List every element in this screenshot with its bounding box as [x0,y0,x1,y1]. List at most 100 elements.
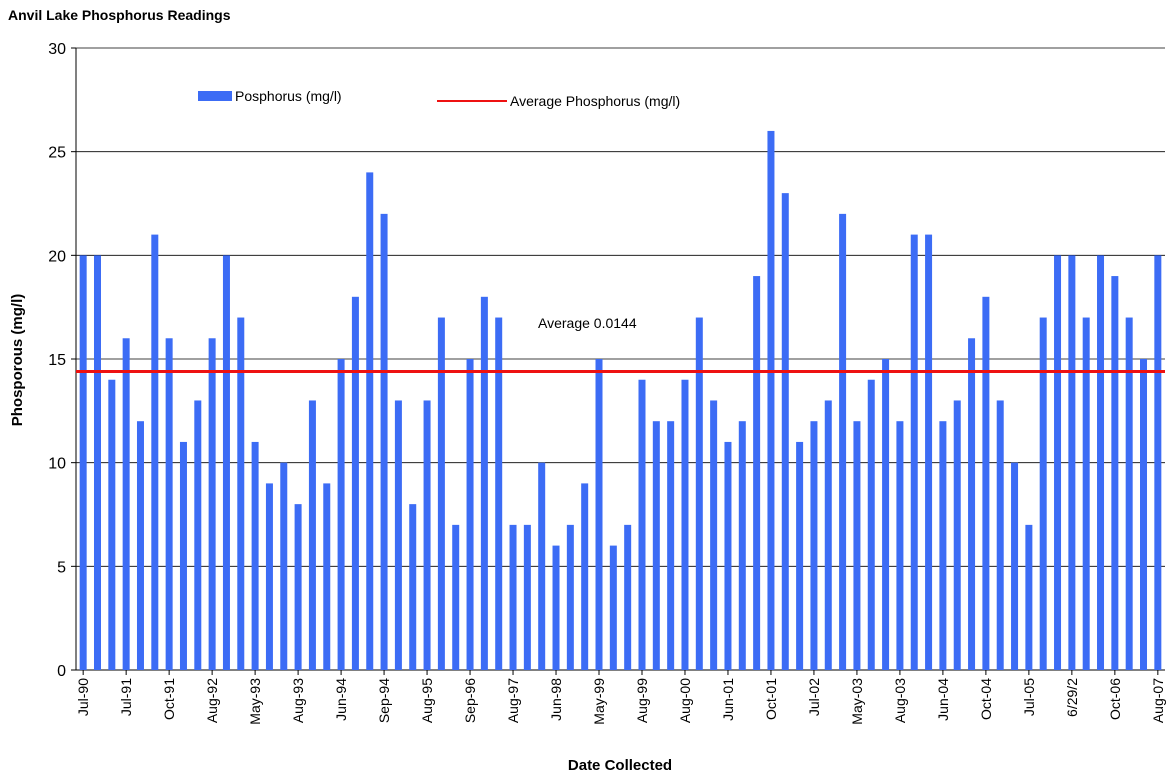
bar [466,359,474,670]
bar [638,379,646,670]
y-axis-title: Phosporous (mg/l) [9,294,26,427]
bar [581,483,589,670]
bar [423,400,431,670]
bar [1111,276,1119,670]
bar [595,359,603,670]
y-tick-label: 20 [48,248,66,265]
bar [667,421,675,670]
bar [208,338,216,670]
bar [237,317,245,670]
x-tick-label: Jul-91 [118,678,134,716]
bar [1068,255,1076,671]
x-tick-label: Aug-97 [505,678,521,723]
bar [222,255,230,671]
bar [982,296,990,670]
bar [609,545,617,670]
bar [839,213,847,670]
bar [753,276,761,670]
bar [796,441,804,670]
bar [896,421,904,670]
x-tick-label: Sep-96 [462,678,478,723]
x-tick-label: May-93 [247,678,263,725]
bar [452,524,460,670]
y-tick-label: 15 [48,352,66,369]
y-tick-label: 10 [48,456,66,473]
bar [337,359,345,670]
legend-swatch [198,91,232,101]
x-tick-label: Jun-98 [548,678,564,721]
bar [624,524,632,670]
bar [509,524,517,670]
bar [1082,317,1090,670]
average-annotation: Average 0.0144 [538,315,637,331]
bar [1054,255,1062,671]
x-tick-label: Oct-91 [161,678,177,720]
x-tick-label: Aug-93 [290,678,306,723]
bar [538,462,546,670]
bar [925,234,933,670]
y-tick-label: 5 [57,559,66,576]
x-tick-label: Aug-07 [1150,678,1166,723]
bar [566,524,574,670]
bar [108,379,116,670]
bar [552,545,560,670]
bar [136,421,144,670]
bar [710,400,718,670]
bar [1154,255,1162,671]
x-tick-label: Oct-01 [763,678,779,720]
x-tick-label: Jul-05 [1021,678,1037,716]
bar [251,441,259,670]
bar [1025,524,1033,670]
x-axis-title: Date Collected [568,757,672,774]
legend-label: Posphorus (mg/l) [235,88,342,104]
x-tick-label: Jul-90 [75,678,91,716]
bar [394,400,402,670]
bar [1140,359,1148,670]
bar [1097,255,1105,671]
bar [810,421,818,670]
x-tick-label: 6/29/2 [1064,678,1080,717]
bar [953,400,961,670]
bar [265,483,273,670]
x-tick-label: Jun-01 [720,678,736,721]
x-tick-label: Sep-94 [376,678,392,723]
x-tick-label: Oct-06 [1107,678,1123,720]
bar [996,400,1004,670]
bar [79,255,87,671]
y-tick-label: 0 [57,663,66,680]
bar [151,234,159,670]
bar [1125,317,1133,670]
x-tick-label: Jul-02 [806,678,822,716]
bar [294,504,302,670]
bar [194,400,202,670]
bar [824,400,832,670]
bar [724,441,732,670]
bar [437,317,445,670]
bar [409,504,417,670]
bar [179,441,187,670]
bar [652,421,660,670]
bar [1011,462,1019,670]
bar [867,379,875,670]
bar [280,462,288,670]
bar [380,213,388,670]
bar [1039,317,1047,670]
chart-title: Anvil Lake Phosphorus Readings [8,7,231,23]
x-tick-label: Oct-04 [978,678,994,720]
bar [165,338,173,670]
bar [781,193,789,670]
bar [853,421,861,670]
bar [681,379,689,670]
x-tick-label: Aug-92 [204,678,220,723]
bar [122,338,130,670]
legend-label: Average Phosphorus (mg/l) [510,93,680,109]
bar [480,296,488,670]
bar [910,234,918,670]
x-tick-label: Jun-04 [935,678,951,721]
bar [939,421,947,670]
x-tick-label: Aug-99 [634,678,650,723]
bar [323,483,331,670]
bar [767,130,775,670]
bar [695,317,703,670]
